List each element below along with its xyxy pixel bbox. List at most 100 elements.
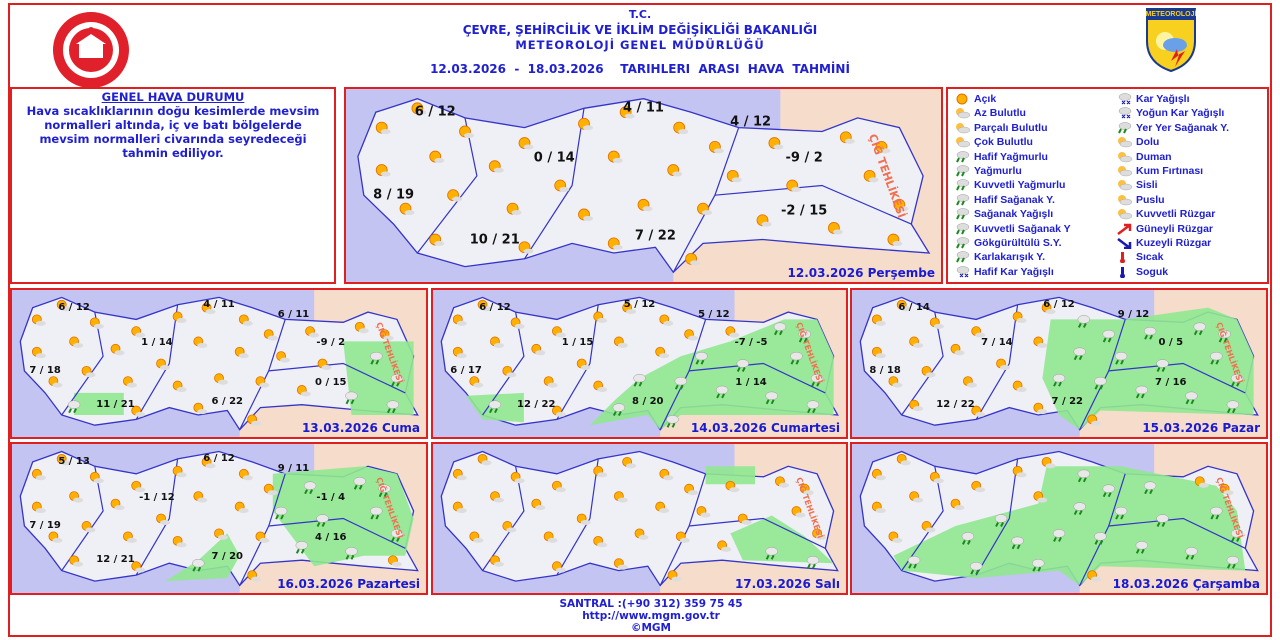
cloud bbox=[913, 342, 924, 348]
rain-drops bbox=[489, 408, 498, 414]
cloud bbox=[259, 382, 270, 388]
cloud bbox=[434, 241, 445, 247]
cloud bbox=[280, 357, 291, 363]
cloud bbox=[35, 353, 46, 359]
sun-cloud-icon bbox=[247, 414, 262, 426]
sun-cloud-icon bbox=[863, 169, 879, 183]
cloud bbox=[52, 537, 63, 543]
cloud bbox=[547, 382, 558, 388]
cloud bbox=[238, 508, 249, 514]
legend-label: Sıcak bbox=[1136, 251, 1164, 264]
sun-cloud-icon bbox=[490, 336, 504, 348]
sun-cloud-icon bbox=[871, 468, 886, 481]
region-border bbox=[1108, 362, 1246, 394]
cloud bbox=[390, 529, 404, 538]
cloud bbox=[380, 171, 391, 177]
temperature-label: 6 / 22 bbox=[211, 395, 244, 407]
sun-cloud-icon bbox=[909, 399, 924, 412]
legend-item: Kum Fırtınası bbox=[1116, 164, 1203, 178]
cloud bbox=[60, 460, 71, 466]
cloud bbox=[925, 527, 936, 533]
sun-cloud-icon bbox=[971, 480, 986, 493]
rain-drops bbox=[1077, 477, 1087, 483]
temperature-label: 0 / 15 bbox=[315, 376, 347, 388]
cloud bbox=[358, 328, 369, 334]
sun-cloud-icon bbox=[447, 189, 463, 202]
sun-cloud-icon bbox=[593, 380, 608, 393]
sun-cloud-icon bbox=[48, 376, 63, 388]
rain-drops bbox=[962, 539, 971, 545]
cloud bbox=[1210, 506, 1223, 516]
fog-icon bbox=[1118, 180, 1132, 191]
sun-cloud-icon bbox=[81, 365, 96, 378]
sun-cloud-icon bbox=[554, 179, 570, 192]
agency-name: METEOROLOJİ GENEL MÜDÜRLÜĞÜ bbox=[515, 38, 765, 52]
sun-cloud-icon bbox=[247, 570, 262, 582]
sun-cloud-icon bbox=[775, 476, 789, 488]
sun-cloud-icon bbox=[637, 198, 653, 212]
sun-cloud-icon bbox=[543, 531, 558, 543]
sun-cloud-icon bbox=[921, 365, 936, 378]
cloud bbox=[671, 576, 682, 582]
rain-cloud-icon bbox=[1011, 536, 1024, 550]
rain-drops bbox=[1185, 554, 1195, 560]
temperature-label: 7 / 18 bbox=[29, 364, 61, 376]
cloud bbox=[612, 403, 626, 412]
sun-cloud-icon bbox=[379, 329, 394, 341]
sun-cloud-icon bbox=[172, 380, 187, 393]
sun-cloud-icon bbox=[756, 214, 772, 227]
cloud bbox=[875, 475, 886, 481]
cloud bbox=[617, 564, 628, 570]
sun-cloud-icon bbox=[1041, 456, 1056, 469]
cloud bbox=[1143, 326, 1157, 336]
legend-item: Sisli bbox=[1116, 178, 1158, 192]
legend-item: Puslu bbox=[1116, 193, 1165, 207]
website-link[interactable]: http://www.mgm.gov.tr bbox=[582, 610, 720, 622]
south-wind-arrow-icon bbox=[1117, 223, 1132, 235]
cloud bbox=[892, 241, 903, 247]
cloud bbox=[523, 144, 534, 150]
legend-label: Çok Bulutlu bbox=[974, 136, 1033, 149]
cloud bbox=[898, 206, 909, 212]
legend-label: Hafif Yağmurlu bbox=[974, 150, 1048, 163]
cloudy-icon bbox=[956, 137, 970, 148]
rain-cloud-icon bbox=[765, 391, 778, 405]
sun-cloud-icon bbox=[613, 558, 628, 570]
cloud bbox=[580, 365, 591, 370]
cloud bbox=[1230, 529, 1244, 538]
temperature-label: -1 / 4 bbox=[316, 491, 346, 503]
forecast-date: 15.03.2026 Pazar bbox=[1142, 421, 1260, 435]
cloud bbox=[875, 508, 886, 514]
cloud bbox=[114, 350, 125, 356]
cloud bbox=[535, 350, 546, 356]
sun-cloud-icon bbox=[552, 326, 566, 338]
cloud bbox=[765, 391, 778, 401]
cloud bbox=[583, 125, 593, 131]
cloud bbox=[1135, 541, 1149, 550]
cloud bbox=[933, 478, 944, 484]
sun-cloud-icon bbox=[56, 299, 71, 312]
cloud bbox=[160, 520, 171, 525]
sun-cloud-icon bbox=[1012, 380, 1027, 393]
rain-drops bbox=[695, 359, 705, 365]
cloud bbox=[126, 537, 137, 543]
sun-cloud-icon bbox=[131, 405, 146, 418]
sun-cloud-icon bbox=[510, 471, 525, 484]
rain-cloud-icon bbox=[316, 514, 329, 527]
cloud bbox=[633, 373, 646, 383]
temperature-label: -2 / 15 bbox=[780, 203, 828, 219]
sun-cloud-icon bbox=[375, 121, 391, 135]
cloud bbox=[1185, 391, 1198, 401]
cloud bbox=[1223, 490, 1234, 496]
cloud bbox=[126, 382, 137, 388]
cloud bbox=[626, 309, 637, 315]
cloud bbox=[135, 332, 146, 338]
cloud bbox=[1077, 315, 1091, 324]
sun-cloud-icon bbox=[238, 314, 253, 326]
cloud bbox=[456, 508, 467, 514]
rain-icon bbox=[956, 165, 970, 177]
sun-cloud-icon bbox=[263, 483, 278, 496]
sun-cloud-icon bbox=[685, 252, 701, 266]
sun-cloud-icon bbox=[488, 160, 504, 173]
legend-item: Kuvvetli Rüzgar bbox=[1116, 207, 1215, 221]
